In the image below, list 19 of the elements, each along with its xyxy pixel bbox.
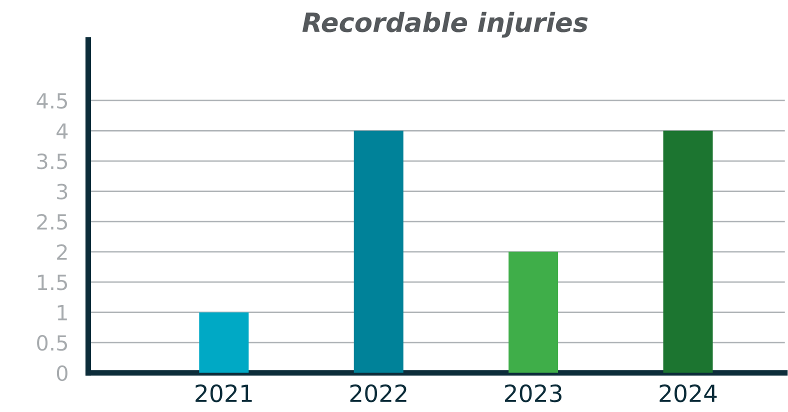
bar [508, 252, 558, 373]
y-tick-label: 2.5 [37, 214, 67, 230]
y-tick-label: 2 [57, 244, 67, 260]
y-tick-label: 3 [57, 184, 68, 200]
chart-title: Recordable injuries [302, 12, 588, 38]
y-tick-label: 4.5 [36, 93, 67, 109]
x-tick-label: 2021 [196, 384, 252, 402]
y-tick-label: 0.5 [37, 335, 67, 351]
x-tick-label: 2024 [660, 384, 717, 402]
y-tick-label: 3.5 [37, 153, 67, 170]
bar [663, 130, 713, 373]
y-tick-label: 4 [56, 123, 68, 139]
x-tick-label: 2022 [350, 384, 406, 402]
y-tick-label: 0 [56, 365, 68, 382]
bar [354, 130, 404, 373]
y-tick-label: 1 [58, 305, 67, 320]
x-tick-label: 2023 [505, 384, 562, 402]
bar [199, 312, 249, 373]
y-tick-label: 1.5 [38, 274, 67, 290]
